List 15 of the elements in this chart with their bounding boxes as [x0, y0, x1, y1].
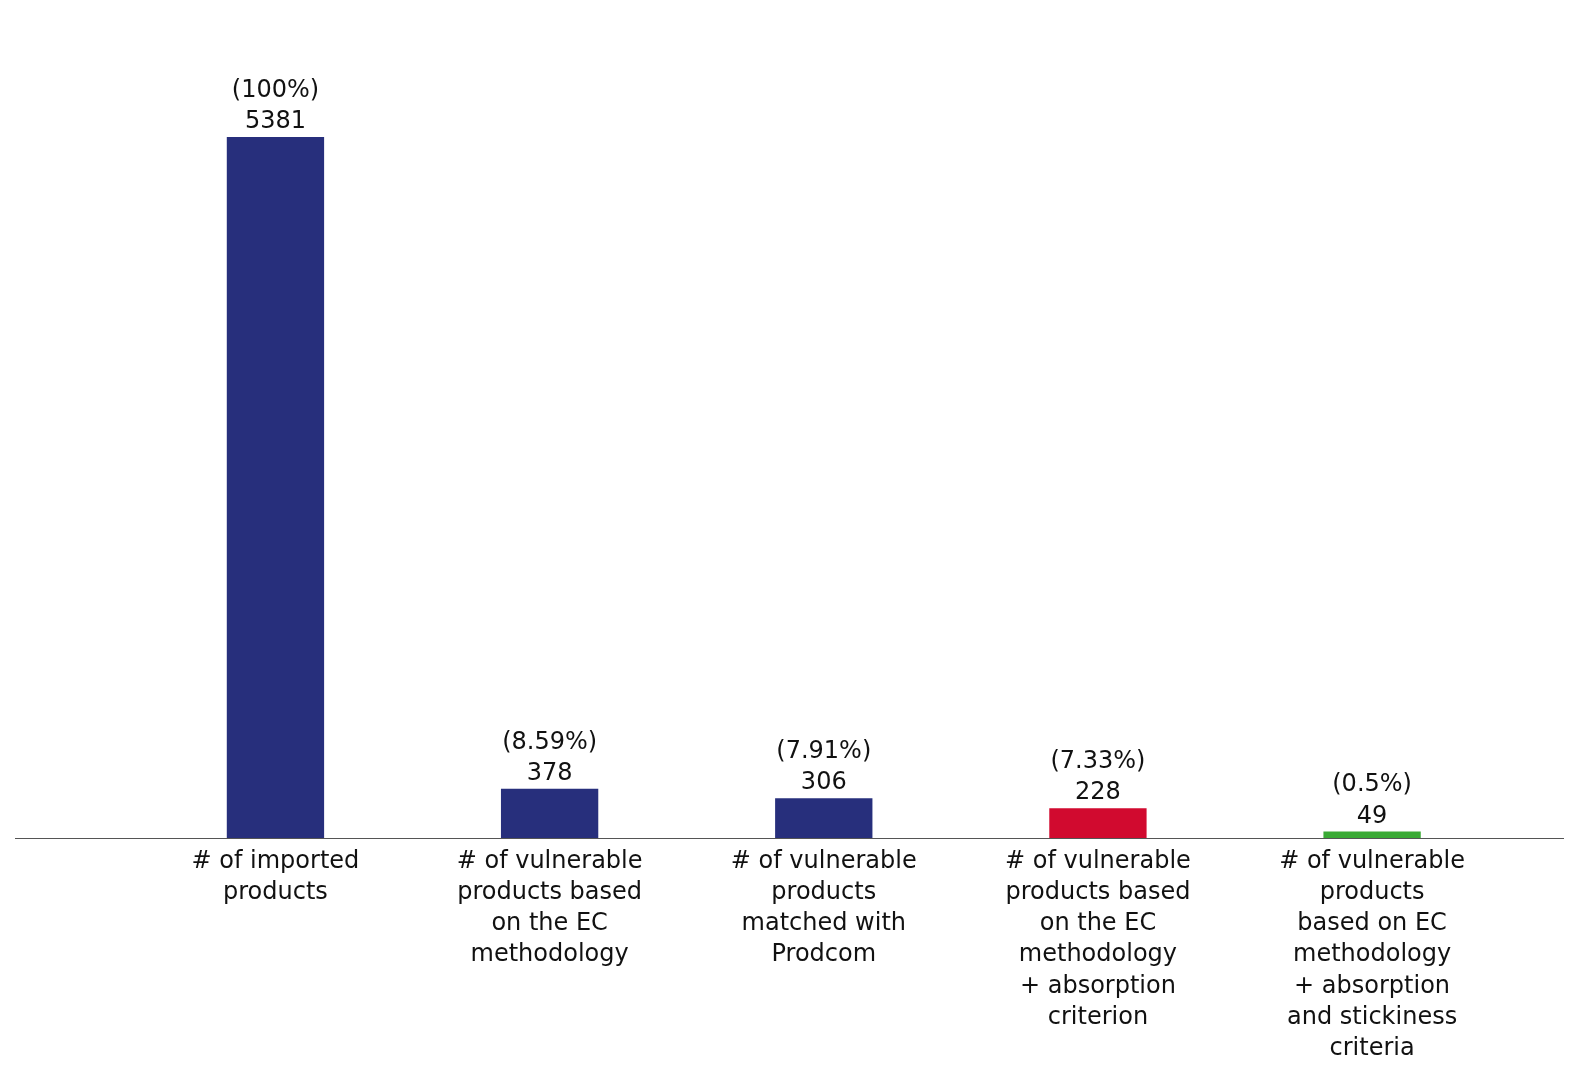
x-tick-label: # of vulnerable products matched with Prodcom [730, 845, 917, 968]
bar [226, 136, 325, 838]
data-label: (8.59%) 378 [502, 726, 598, 786]
x-tick-label: # of vulnerable products based on the EC methodology [456, 845, 643, 968]
bar [1323, 831, 1421, 838]
data-label: (0.5%) 49 [1332, 769, 1412, 829]
bar [775, 798, 873, 838]
x-tick-label: # of vulnerable products based on EC methodology + absorption and stickiness criteria [1279, 845, 1465, 1061]
bar [1049, 808, 1147, 838]
bar [500, 788, 599, 838]
data-label: (7.33%) 228 [1050, 746, 1146, 806]
x-tick-label: # of vulnerable products based on the EC methodology + absorption criterion [1005, 845, 1191, 1030]
x-tick-label: # of imported products [191, 845, 360, 905]
data-label: (7.91%) 306 [776, 735, 872, 796]
data-label: (100%) 5381 [231, 74, 320, 134]
